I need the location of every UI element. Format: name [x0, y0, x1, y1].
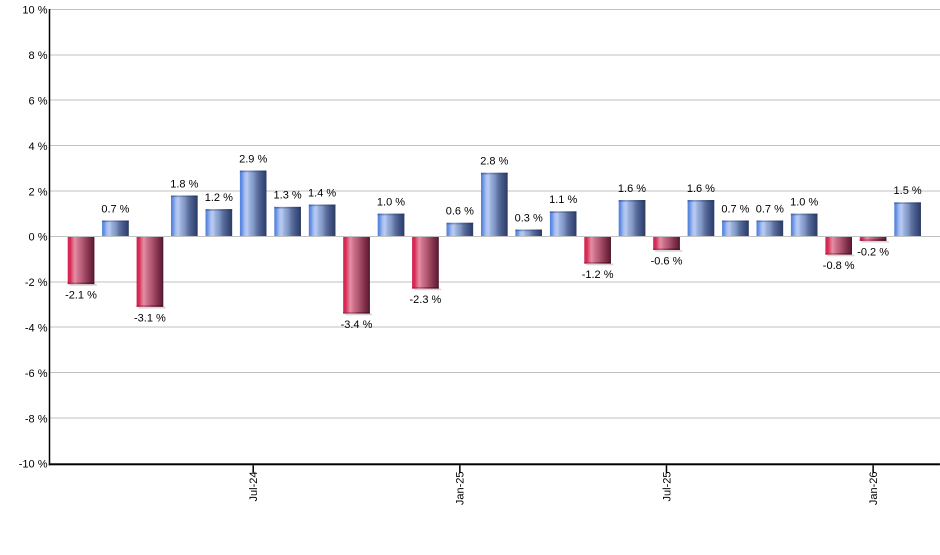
svg-text:1.3 %: 1.3 % [274, 190, 302, 202]
svg-text:-3.1 %: -3.1 % [134, 312, 166, 324]
svg-text:0.7 %: 0.7 % [101, 203, 129, 215]
svg-text:10 %: 10 % [22, 5, 47, 17]
svg-text:-0.6 %: -0.6 % [651, 256, 683, 268]
svg-text:-1.2 %: -1.2 % [582, 269, 614, 281]
svg-text:4 %: 4 % [29, 141, 48, 153]
svg-text:1.6 %: 1.6 % [687, 183, 715, 195]
svg-text:1.4 %: 1.4 % [308, 187, 336, 199]
svg-text:-8 %: -8 % [25, 413, 48, 425]
svg-text:1.0 %: 1.0 % [377, 197, 405, 209]
svg-text:Jul-24: Jul-24 [248, 472, 260, 502]
svg-text:-2 %: -2 % [25, 277, 48, 289]
svg-text:0.7 %: 0.7 % [721, 203, 749, 215]
svg-text:6 %: 6 % [29, 96, 48, 108]
svg-text:1.5 %: 1.5 % [894, 185, 922, 197]
svg-text:-2.1 %: -2.1 % [65, 290, 97, 302]
svg-text:-10 %: -10 % [19, 459, 48, 471]
svg-text:1.1 %: 1.1 % [549, 194, 577, 206]
svg-text:0.6 %: 0.6 % [446, 206, 474, 218]
svg-text:1.8 %: 1.8 % [170, 178, 198, 190]
svg-text:Jul-25: Jul-25 [661, 472, 673, 502]
svg-text:2 %: 2 % [29, 186, 48, 198]
svg-text:-0.2 %: -0.2 % [857, 246, 889, 258]
svg-text:0 %: 0 % [29, 232, 48, 244]
svg-text:2.8 %: 2.8 % [480, 156, 508, 168]
svg-text:8 %: 8 % [29, 50, 48, 62]
svg-text:-0.8 %: -0.8 % [823, 260, 855, 272]
svg-text:Jan-26: Jan-26 [868, 472, 880, 506]
svg-text:1.6 %: 1.6 % [618, 183, 646, 195]
svg-text:-4 %: -4 % [25, 323, 48, 335]
svg-text:0.7 %: 0.7 % [756, 203, 784, 215]
svg-text:Jan-25: Jan-25 [455, 472, 467, 506]
svg-text:0.3 %: 0.3 % [515, 212, 543, 224]
svg-text:-2.3 %: -2.3 % [410, 294, 442, 306]
svg-text:2.9 %: 2.9 % [239, 153, 267, 165]
svg-text:1.2 %: 1.2 % [205, 192, 233, 204]
svg-text:-6 %: -6 % [25, 368, 48, 380]
svg-text:1.0 %: 1.0 % [790, 197, 818, 209]
svg-text:-3.4 %: -3.4 % [341, 319, 373, 331]
